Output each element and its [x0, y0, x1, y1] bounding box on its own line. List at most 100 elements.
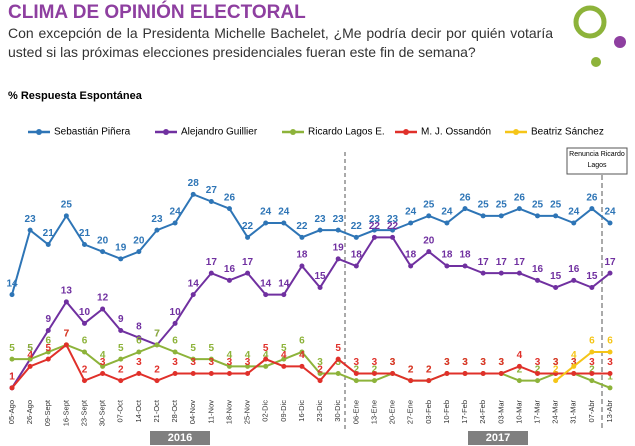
point [118, 356, 124, 362]
value-label: 2 [354, 364, 360, 375]
value-label: 4 [245, 350, 251, 361]
value-label: 22 [242, 221, 254, 232]
value-label: 2 [317, 364, 323, 375]
value-label: 24 [278, 207, 290, 218]
point [335, 227, 341, 233]
value-label: 2 [408, 364, 414, 375]
point [263, 220, 269, 226]
value-label: 5 [335, 343, 341, 354]
value-label: 25 [550, 199, 562, 210]
x-tick-label: 17-Feb [460, 400, 469, 424]
x-tick-label: 14-Oct [134, 399, 143, 422]
point [426, 378, 432, 384]
legend-marker [36, 129, 42, 135]
point [281, 292, 287, 298]
x-tick-label: 06-Ene [351, 400, 360, 424]
point [571, 277, 577, 283]
point [27, 227, 33, 233]
point [462, 371, 468, 376]
annotation: Renuncia Ricardo Lagos [569, 151, 625, 169]
x-tick-label: 05-Ago [7, 400, 16, 424]
value-label: 23 [314, 214, 326, 225]
legend-label: Sebastián Piñera [54, 127, 131, 138]
value-label: 3 [498, 357, 504, 368]
point [100, 306, 106, 312]
value-label: 25 [532, 199, 544, 210]
value-label: 3 [317, 357, 323, 368]
value-label: 18 [296, 250, 308, 261]
point [9, 292, 15, 298]
value-label: 14 [278, 278, 290, 289]
value-label: 24 [568, 207, 580, 218]
point [408, 263, 414, 269]
point [154, 378, 160, 384]
point [263, 356, 269, 362]
value-label: 22 [369, 221, 381, 232]
point [172, 349, 178, 355]
point [208, 371, 214, 376]
value-label: 5 [9, 343, 15, 354]
point [245, 234, 251, 240]
point [607, 270, 613, 276]
value-label: 5 [27, 343, 33, 354]
value-label: 3 [136, 357, 142, 368]
value-label: 3 [372, 357, 378, 368]
point [426, 249, 432, 255]
point [498, 371, 504, 376]
year-label: 2017 [486, 432, 510, 444]
value-label: 3 [498, 357, 504, 368]
point [45, 242, 51, 247]
point [607, 349, 613, 355]
value-label: 2 [118, 364, 124, 375]
value-label: 18 [351, 250, 363, 261]
value-label: 18 [405, 250, 417, 261]
year-box [150, 431, 210, 445]
subtitle-box: Con excepción de la Presidenta Michelle … [8, 25, 553, 60]
point [571, 371, 577, 376]
point [118, 256, 124, 262]
point [335, 356, 341, 362]
point [245, 371, 251, 376]
legend-label: Ricardo Lagos E. [308, 127, 385, 138]
value-label: 13 [61, 285, 73, 296]
x-tick-label: 20-Ene [388, 400, 397, 424]
value-label: 8 [136, 321, 142, 332]
x-tick-label: 04-Nov [188, 400, 197, 424]
value-label: 25 [496, 199, 508, 210]
point [480, 371, 486, 376]
value-label: 2 [426, 364, 432, 375]
point [444, 263, 450, 269]
point [9, 356, 15, 362]
value-label: 1 [607, 371, 613, 382]
x-tick-label: 24-Mar [551, 400, 560, 424]
value-label: 3 [227, 357, 233, 368]
x-tick-label: 16-Dic [297, 400, 306, 422]
point [226, 371, 232, 376]
x-tick-label: 27-Ene [406, 400, 415, 424]
value-label: 3 [480, 357, 486, 368]
point [516, 206, 522, 212]
point [100, 363, 106, 369]
point [317, 227, 323, 233]
value-label: 23 [25, 214, 37, 225]
x-tick-label: 10-Feb [442, 400, 451, 424]
point [190, 191, 196, 197]
value-label: 19 [333, 242, 345, 253]
point [208, 270, 214, 276]
point [353, 234, 359, 240]
value-label: 16 [568, 264, 580, 275]
point [607, 220, 613, 226]
point [281, 363, 287, 369]
value-label: 17 [206, 257, 218, 268]
point [81, 320, 87, 326]
value-label: 25 [61, 199, 73, 210]
point [371, 371, 377, 376]
value-label: 5 [281, 343, 287, 354]
point [335, 371, 341, 376]
legend-marker [513, 129, 519, 135]
value-label: 4 [227, 350, 233, 361]
point [245, 363, 251, 369]
point [27, 356, 33, 362]
point [535, 371, 541, 376]
x-tick-label: 17-Mar [532, 400, 541, 424]
